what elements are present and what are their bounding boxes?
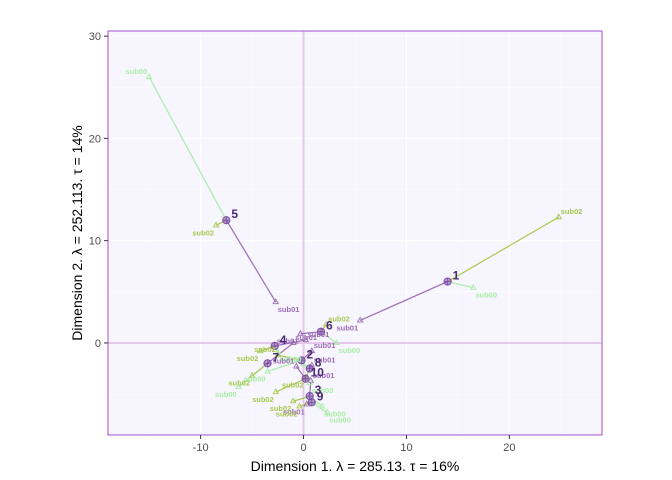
y-tick-label: 20	[89, 133, 101, 145]
point-labels: sub00sub01sub02sub00sub01sub02sub00sub01…	[125, 67, 582, 424]
point-label: 10	[311, 366, 325, 380]
sub-point-sub00	[145, 73, 153, 80]
sub-point-sub01	[308, 347, 316, 354]
sub-point-sub02	[248, 371, 256, 378]
sub-label-sub02: sub02	[252, 395, 274, 404]
sub-point-sub00	[274, 348, 282, 355]
x-tick-label: 20	[503, 442, 515, 454]
sub-point-sub01	[302, 335, 309, 342]
y-tick-label: 10	[89, 236, 101, 248]
segment-sub01	[359, 281, 448, 321]
segment-sub00	[447, 280, 474, 289]
y-tick-label: 0	[95, 338, 101, 350]
sub-point-sub00	[333, 339, 340, 345]
segments	[148, 76, 560, 413]
sub-label-sub01: sub01	[313, 371, 335, 380]
zero-lines	[108, 31, 602, 435]
segment-sub01	[225, 219, 277, 303]
sub-label-sub01: sub01	[314, 355, 336, 364]
centroids	[222, 216, 452, 407]
sub-label-sub02: sub02	[328, 315, 350, 324]
sub-label-sub01: sub01	[277, 337, 299, 346]
sub-label-sub02: sub02	[228, 379, 250, 388]
sub-label-sub00: sub00	[329, 415, 351, 424]
sub-point-sub00	[323, 408, 331, 415]
sub-label-sub02: sub02	[192, 228, 214, 237]
sub-point-sub01	[292, 362, 300, 369]
sub-label-sub01: sub01	[336, 323, 358, 332]
point-label: 3	[315, 383, 322, 397]
sub-label-sub00: sub00	[324, 409, 346, 418]
segment-sub00	[267, 359, 302, 373]
point-label: 8	[315, 356, 322, 370]
sub-point-sub01	[297, 329, 304, 336]
sub-label-sub02: sub02	[282, 381, 304, 390]
y-tick-label: 30	[89, 31, 101, 43]
sub-label-sub00: sub00	[244, 375, 266, 384]
segment-sub00	[148, 76, 227, 221]
y-axis-title: Dimension 2. λ = 252.113. τ = 14%	[69, 125, 85, 340]
sub-label-sub02: sub02	[561, 207, 583, 216]
sub-point-sub00	[469, 283, 477, 290]
sub-point-sub00	[306, 378, 314, 385]
sub-point-sub02	[322, 320, 330, 327]
point-label: 5	[231, 207, 238, 221]
point-label: 9	[317, 389, 324, 403]
point-label: 7	[273, 350, 280, 364]
sub-label-sub01: sub01	[283, 407, 305, 416]
x-tick-label: 0	[300, 442, 306, 454]
sub-label-sub01: sub01	[295, 333, 317, 342]
sub-label-sub00: sub00	[215, 390, 237, 399]
sub-point-sub00	[235, 383, 243, 389]
x-axis-title: Dimension 1. λ = 285.13. τ = 16%	[251, 458, 460, 474]
sub-point-sub02	[296, 402, 303, 409]
panel-border	[107, 30, 603, 436]
sub-point-sub02	[274, 351, 282, 358]
segment-sub02	[447, 216, 560, 283]
point-label: 1	[453, 269, 460, 283]
segment-sub01	[274, 339, 306, 347]
sub-point-sub02	[272, 388, 280, 395]
sub-label-sub02: sub02	[270, 404, 292, 413]
sub-label-sub00: sub00	[125, 67, 147, 76]
sub-label-sub00: sub00	[312, 386, 334, 395]
sub-point-sub00	[318, 402, 326, 409]
sub-label-sub00: sub00	[280, 354, 302, 363]
sub-point-sub02	[289, 397, 297, 404]
x-tick-label: -10	[193, 442, 209, 454]
sub-point-sub00	[264, 367, 271, 374]
sub-point-sub01	[356, 316, 364, 323]
sub-label-sub01: sub01	[308, 330, 330, 339]
sub-point-sub01	[289, 339, 297, 345]
sub-point-sub02	[555, 213, 563, 220]
sub-label-sub02: sub02	[254, 345, 276, 354]
point-label: 2	[306, 347, 313, 361]
sub-label-sub02: sub02	[276, 409, 298, 418]
point-label: 4	[280, 333, 287, 347]
sub-point-sub01	[272, 298, 280, 305]
sub-label-sub01: sub01	[273, 356, 295, 365]
sub-label-sub00: sub00	[338, 346, 360, 355]
axis-ticks: -10 0 10 20 0 10 20 30	[89, 31, 516, 454]
sub-point-sub02	[256, 347, 264, 354]
point-label: 6	[326, 319, 333, 333]
sub-label-sub01: sub01	[314, 341, 336, 350]
sub-label-sub02: sub02	[237, 354, 259, 363]
sub-point-sub02	[212, 221, 220, 228]
sub-label-sub01: sub01	[278, 305, 300, 314]
sub-label-sub00: sub00	[280, 355, 302, 364]
sub-label-sub00: sub00	[475, 291, 497, 300]
x-tick-label: 10	[400, 442, 412, 454]
segment-sub02	[275, 378, 306, 393]
